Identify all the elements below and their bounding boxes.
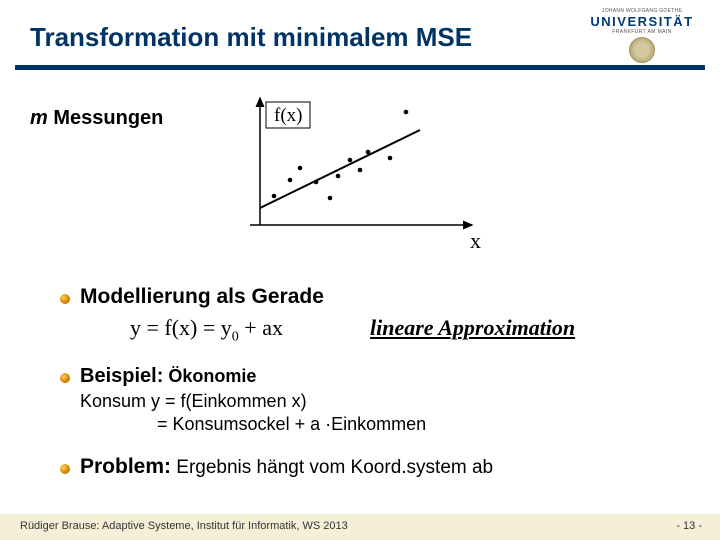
bullet-beispiel: Beispiel: Ökonomie: [60, 365, 256, 388]
bullet2a-text: Beispiel:: [80, 365, 163, 387]
eq-lhs: y = f(x) = y: [130, 315, 232, 340]
measure-label: m Messungen: [30, 107, 163, 130]
bullet-modellierung: Modellierung als Gerade: [60, 285, 324, 309]
bullet-problem: Problem: Ergebnis hängt vom Koord.system…: [60, 455, 493, 479]
eq-rhs: + ax: [239, 315, 283, 340]
measure-text: Messungen: [48, 107, 164, 129]
logo-seal-icon: [629, 37, 655, 63]
bullet3b-text: Ergebnis hängt vom Koord.system ab: [171, 457, 493, 478]
bullet-icon: [60, 294, 70, 304]
logo-line-bottom: FRANKFURT AM MAIN: [582, 29, 702, 35]
eq-sub: 0: [232, 329, 239, 344]
bullet-icon: [60, 464, 70, 474]
footer-bar: Rüdiger Brause: Adaptive Systeme, Instit…: [0, 514, 720, 540]
example-line1: Konsum y = f(Einkommen x): [80, 390, 426, 413]
footer-author: Rüdiger Brause: Adaptive Systeme, Instit…: [20, 520, 348, 532]
svg-text:f(x): f(x): [274, 105, 302, 126]
footer-page: - 13 -: [676, 520, 702, 532]
equation: y = f(x) = y0 + ax: [130, 315, 283, 345]
measure-m: m: [30, 107, 48, 129]
university-logo: JOHANN WOLFGANG GOETHE UNIVERSITÄT FRANK…: [582, 8, 702, 63]
example-line2: = Konsumsockel + a ·Einkommen: [80, 413, 426, 436]
logo-line-main: UNIVERSITÄT: [582, 14, 702, 29]
bullet3a-text: Problem:: [80, 455, 171, 478]
bullet2b-text: Ökonomie: [163, 366, 256, 386]
scatter-chart: f(x) x: [230, 90, 510, 265]
svg-text:x: x: [470, 228, 481, 253]
lineare-approx-label: lineare Approximation: [370, 315, 575, 341]
header-rule: [15, 65, 705, 70]
example-block: Konsum y = f(Einkommen x) = Konsumsockel…: [80, 390, 426, 437]
bullet1-text: Modellierung als Gerade: [80, 285, 324, 308]
bullet-icon: [60, 373, 70, 383]
slide-title: Transformation mit minimalem MSE: [30, 22, 472, 53]
